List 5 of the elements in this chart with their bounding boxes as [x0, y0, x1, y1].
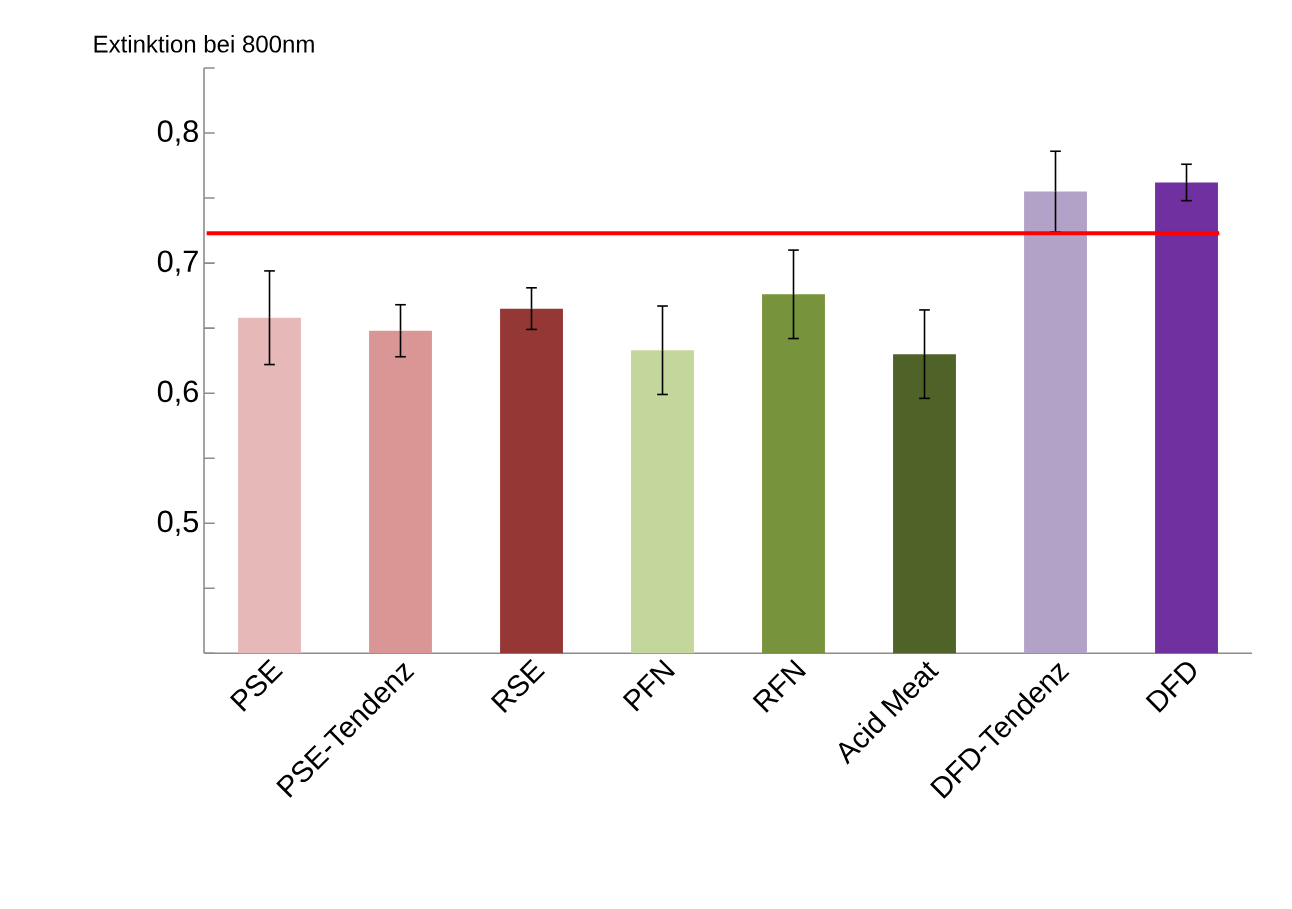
y-tick-label: 0,8 [157, 120, 198, 146]
y-tick-label: 0,6 [157, 380, 198, 406]
y-tick-label: 0,7 [157, 250, 198, 276]
y-axis-title: Extinktion bei 800nm [94, 34, 314, 53]
y-tick-label: 0,5 [157, 510, 198, 536]
